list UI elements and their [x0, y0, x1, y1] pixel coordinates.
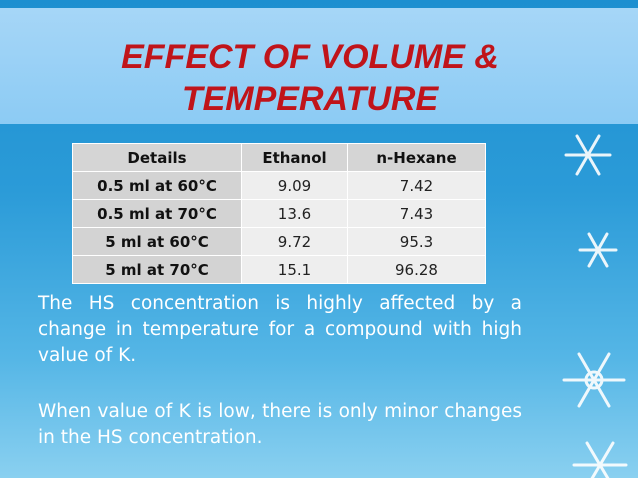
row-label: 0.5 ml at 60°C [72, 171, 242, 200]
header-row: Details Ethanol n-Hexane [72, 143, 486, 172]
column-header: n-Hexane [347, 143, 486, 172]
table-cell: 7.43 [347, 199, 486, 228]
slide-title: EFFECT OF VOLUME & TEMPERATURE [0, 36, 620, 120]
table-row: 5 ml at 70°C 15.1 96.28 [72, 255, 486, 284]
table-row: 0.5 ml at 70°C 13.6 7.43 [72, 199, 486, 228]
table-cell: 9.09 [241, 171, 348, 200]
row-label: 0.5 ml at 70°C [72, 199, 242, 228]
row-label: 5 ml at 70°C [72, 255, 242, 284]
paragraph: The HS concentration is highly affected … [38, 293, 522, 366]
column-header: Details [72, 143, 242, 172]
table-cell: 96.28 [347, 255, 486, 284]
title-band [0, 8, 638, 124]
table-cell: 13.6 [241, 199, 348, 228]
title-line: EFFECT OF VOLUME & [121, 38, 499, 76]
table-cell: 7.42 [347, 171, 486, 200]
table-row: 5 ml at 60°C 9.72 95.3 [72, 227, 486, 256]
table-body: 0.5 ml at 60°C 9.09 7.42 0.5 ml at 70°C 13.6… [72, 171, 486, 284]
row-label: 5 ml at 60°C [72, 227, 242, 256]
table-cell: 15.1 [241, 255, 348, 284]
data-table: Details Ethanol n-Hexane 0.5 ml at 60°C 9.0… [72, 143, 486, 284]
paragraph: When value of K is low, there is only mi… [38, 401, 522, 448]
table-cell: 9.72 [241, 227, 348, 256]
table-row: 0.5 ml at 60°C 9.09 7.42 [72, 171, 486, 200]
table-cell: 95.3 [347, 227, 486, 256]
column-header: Ethanol [241, 143, 348, 172]
title-line: TEMPERATURE [181, 80, 439, 118]
